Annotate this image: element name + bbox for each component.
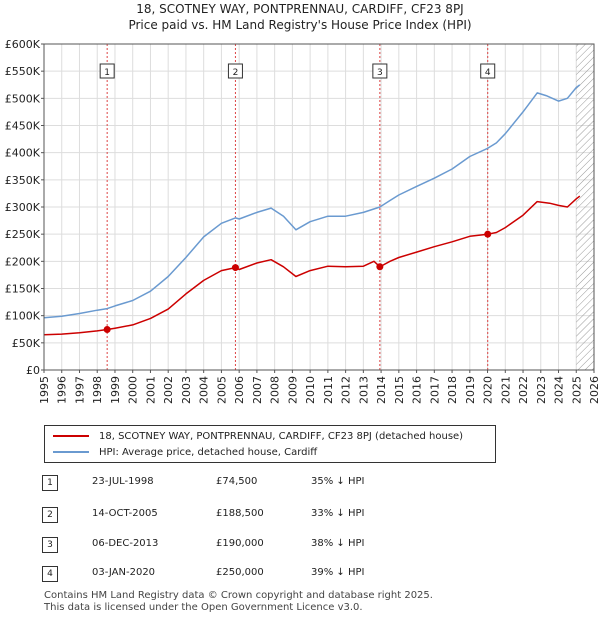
x-tick-label: 2011 — [322, 376, 335, 404]
transaction-number-badge: 4 — [42, 566, 58, 582]
x-tick-label: 2016 — [411, 376, 424, 404]
transaction-number-badge: 3 — [42, 537, 58, 553]
transaction-hpi-diff: 38% ↓ HPI — [311, 538, 365, 549]
transaction-hpi-diff: 39% ↓ HPI — [311, 567, 365, 578]
legend-swatch-hpi — [53, 451, 89, 453]
transaction-date: 14-OCT-2005 — [92, 508, 158, 519]
y-tick-label: £0 — [26, 364, 40, 377]
y-tick-label: £400K — [5, 147, 41, 160]
y-tick-label: £250K — [5, 228, 41, 241]
x-tick-label: 1998 — [91, 376, 104, 404]
x-tick-label: 2021 — [499, 376, 512, 404]
y-tick-label: £450K — [5, 120, 41, 133]
transaction-date: 03-JAN-2020 — [92, 567, 156, 578]
x-tick-label: 1995 — [38, 376, 51, 404]
footer-copyright: Contains HM Land Registry data © Crown c… — [44, 590, 433, 601]
x-tick-label: 2024 — [553, 376, 566, 404]
x-tick-label: 2005 — [215, 376, 228, 404]
forecast-hatch-region — [576, 44, 594, 370]
x-tick-label: 2025 — [570, 376, 583, 404]
y-tick-label: £200K — [5, 255, 41, 268]
transaction-hpi-diff: 35% ↓ HPI — [311, 476, 365, 487]
x-tick-label: 2017 — [428, 376, 441, 404]
footer-licence: This data is licensed under the Open Gov… — [44, 602, 363, 613]
transaction-price: £190,000 — [216, 538, 264, 549]
legend-label-property: 18, SCOTNEY WAY, PONTPRENNAU, CARDIFF, C… — [99, 430, 464, 442]
x-tick-label: 1996 — [56, 376, 69, 404]
sale-point — [231, 264, 239, 272]
x-tick-label: 2015 — [393, 376, 406, 404]
x-tick-label: 2014 — [375, 376, 388, 404]
series-line-property — [43, 195, 581, 336]
legend-label-hpi: HPI: Average price, detached house, Card… — [99, 446, 318, 458]
x-tick-label: 2007 — [251, 376, 264, 404]
legend-swatch-property — [53, 435, 89, 437]
x-tick-label: 2000 — [127, 376, 140, 404]
price-chart: 1 2 3 4 £0 £50K £100K £150K £200K £250K £300K £350… — [5, 38, 600, 404]
transaction-number-badge: 2 — [42, 507, 58, 523]
sale-point — [484, 230, 492, 238]
x-tick-label: 2010 — [304, 376, 317, 404]
chart-legend: 18, SCOTNEY WAY, PONTPRENNAU, CARDIFF, C… — [44, 425, 496, 463]
y-tick-label: £350K — [5, 174, 41, 187]
y-tick-label: £50K — [12, 337, 41, 350]
legend-item-property: 18, SCOTNEY WAY, PONTPRENNAU, CARDIFF, C… — [53, 429, 463, 443]
sale-number-label: 2 — [233, 68, 239, 78]
sale-number-badge — [227, 63, 243, 79]
sale-point — [376, 263, 384, 271]
x-tick-label: 2018 — [446, 376, 459, 404]
sale-number-label: 4 — [485, 68, 491, 78]
sale-number-badge — [99, 63, 115, 79]
sale-number-badge — [372, 63, 388, 79]
transaction-price: £188,500 — [216, 508, 264, 519]
x-tick-label: 2002 — [162, 376, 175, 404]
chart-title-address: 18, SCOTNEY WAY, PONTPRENNAU, CARDIFF, C… — [136, 2, 464, 16]
x-tick-label: 2003 — [180, 376, 193, 404]
sale-number-label: 1 — [104, 68, 110, 78]
x-tick-label: 2013 — [357, 376, 370, 404]
sale-number-badge — [480, 63, 496, 79]
y-tick-label: £300K — [5, 201, 41, 214]
sale-number-label: 3 — [377, 68, 383, 78]
y-tick-label: £100K — [5, 310, 41, 323]
x-tick-label: 1997 — [73, 376, 86, 404]
transaction-date: 23-JUL-1998 — [92, 476, 154, 487]
x-tick-label: 2009 — [286, 376, 299, 404]
sale-point — [103, 326, 111, 334]
legend-item-hpi: HPI: Average price, detached house, Card… — [53, 445, 317, 459]
transaction-price: £74,500 — [216, 476, 258, 487]
x-tick-label: 2006 — [233, 376, 246, 404]
transaction-price: £250,000 — [216, 567, 264, 578]
x-tick-label: 2004 — [198, 376, 211, 404]
series-line-hpi — [43, 84, 581, 319]
y-tick-label: £150K — [5, 283, 41, 296]
transaction-date: 06-DEC-2013 — [92, 538, 159, 549]
y-tick-label: £550K — [5, 65, 41, 78]
x-tick-label: 2019 — [464, 376, 477, 404]
x-tick-label: 2012 — [340, 376, 353, 404]
transaction-number-badge: 1 — [42, 475, 58, 491]
x-tick-label: 1999 — [109, 376, 122, 404]
x-tick-label: 2001 — [144, 376, 157, 404]
y-tick-label: £600K — [5, 38, 41, 51]
y-tick-label: £500K — [5, 92, 41, 105]
x-tick-label: 2026 — [588, 376, 600, 404]
transaction-hpi-diff: 33% ↓ HPI — [311, 508, 365, 519]
x-tick-label: 2008 — [269, 376, 282, 404]
x-tick-label: 2023 — [535, 376, 548, 404]
chart-subtitle: Price paid vs. HM Land Registry's House … — [128, 18, 472, 32]
x-tick-label: 2020 — [482, 376, 495, 404]
x-tick-label: 2022 — [517, 376, 530, 404]
